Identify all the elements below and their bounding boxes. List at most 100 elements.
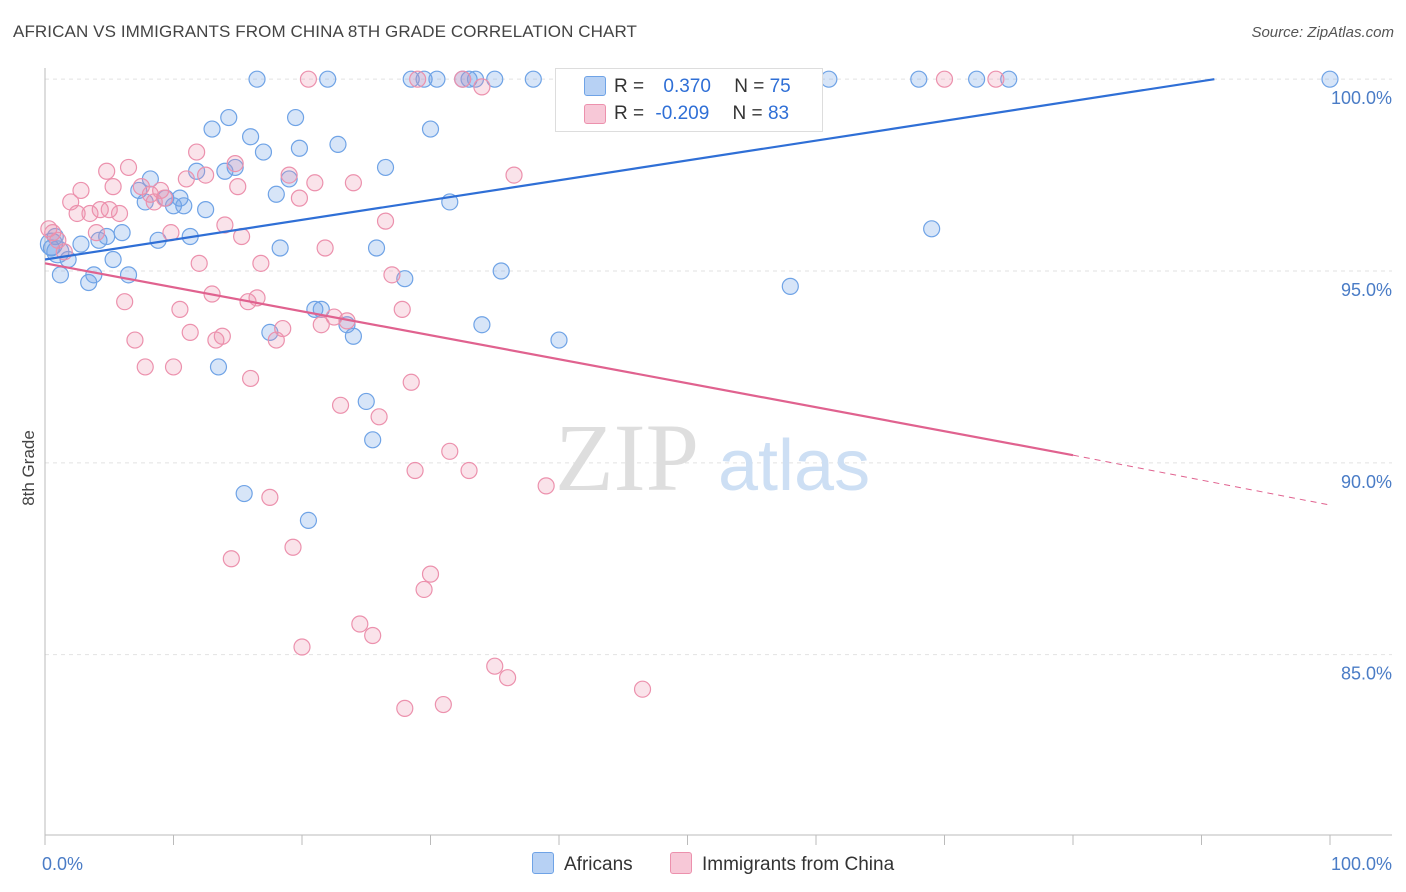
china-point (454, 70, 472, 88)
china-point (505, 166, 523, 184)
china-point (126, 331, 144, 349)
africans-point (357, 392, 375, 411)
y-tick-label: 100.0% (1331, 88, 1392, 108)
legend-swatch-africans (584, 76, 606, 96)
china-point (351, 615, 369, 633)
africans-point (968, 70, 986, 88)
x-tick-label-max: 100.0% (1331, 854, 1392, 874)
africans-point (923, 220, 941, 238)
china-point (344, 174, 362, 192)
china-point (316, 239, 334, 257)
china-point (100, 201, 118, 219)
africans-point (254, 143, 273, 161)
china-point (935, 70, 954, 88)
legend-r-label: R = (614, 76, 645, 97)
series-china (40, 70, 1005, 717)
africans-point (550, 331, 568, 349)
china-point (409, 70, 427, 88)
africans-point (209, 358, 228, 376)
china-point (136, 358, 154, 376)
china-point (229, 178, 247, 196)
china-point (188, 143, 206, 161)
china-point (293, 638, 311, 656)
africans-point (85, 266, 103, 284)
china-label: Immigrants from China (702, 854, 895, 875)
watermark-atlas: atlas (718, 426, 870, 506)
africans-point (376, 158, 395, 177)
china-point (393, 300, 411, 318)
china-point (216, 216, 234, 234)
bottom-legend-africans: Africans (532, 852, 633, 876)
bottom-legend-china: Immigrants from China (670, 852, 894, 876)
china-point (537, 477, 555, 495)
china-point (633, 680, 652, 698)
china-point (190, 254, 208, 272)
source-label: Source: ZipAtlas.com (1251, 24, 1394, 41)
africans-point (910, 70, 928, 88)
china-point (406, 461, 424, 480)
china-point (473, 78, 491, 96)
china-point (87, 224, 106, 242)
chart-title: AFRICAN VS IMMIGRANTS FROM CHINA 8TH GRA… (13, 22, 638, 41)
china-point (421, 565, 440, 583)
africans-point (220, 108, 238, 127)
legend-row-africans: R = 0.370 N = 75 (614, 76, 791, 98)
africans-point (319, 70, 337, 88)
china-point (441, 442, 459, 460)
africans-point (1000, 70, 1018, 88)
africans-point (492, 262, 510, 280)
africans-swatch (532, 852, 554, 874)
china-point (499, 669, 517, 687)
china-point (68, 204, 86, 223)
china-point (312, 316, 330, 334)
africans-point (396, 270, 414, 288)
y-tick-label: 85.0% (1341, 664, 1392, 684)
china-point (987, 70, 1005, 88)
china-point (81, 204, 99, 223)
africans-point (267, 185, 285, 203)
china-point (376, 212, 395, 230)
china-point (104, 178, 122, 196)
china-point (177, 170, 195, 188)
africans-point (248, 70, 266, 88)
africans-point (197, 201, 215, 219)
china-point (415, 580, 433, 599)
africans-point (421, 120, 440, 138)
legend-row-china: R = -0.209 N = 83 (614, 103, 789, 125)
legend-r-label: R = (614, 103, 645, 124)
china-point (222, 550, 240, 568)
africans-point (460, 70, 478, 88)
africans-point (524, 70, 542, 88)
y-axis-label: 8th Grade (19, 430, 38, 506)
china-point (299, 70, 318, 88)
africans-point (329, 135, 347, 154)
africans-point (820, 70, 838, 88)
china-point (110, 204, 129, 223)
africans-point (286, 108, 305, 127)
africans-point (428, 70, 446, 88)
china-point (364, 626, 382, 645)
china-point (383, 266, 401, 284)
china-point (164, 358, 183, 376)
china-point (434, 695, 452, 714)
africans-point (473, 316, 491, 334)
china-point (486, 657, 504, 675)
legend: R = 0.370 N = 75 R = -0.209 N = 83 (555, 68, 823, 132)
china-point (252, 254, 270, 272)
africans-point (235, 484, 253, 503)
africans-point (415, 70, 433, 88)
china-point (460, 461, 478, 480)
africans-point (280, 170, 298, 188)
legend-n-label: N = (732, 103, 763, 124)
china-point (181, 323, 199, 342)
y-tick-label: 95.0% (1341, 280, 1392, 300)
africans-point (113, 224, 131, 242)
legend-n-label: N = (734, 76, 765, 97)
africans-point (1321, 70, 1339, 88)
africans-point (299, 511, 318, 529)
china-point (91, 201, 109, 219)
africans-point (402, 70, 420, 88)
china-point (72, 181, 90, 200)
watermark-zip: ZIP (555, 404, 699, 511)
